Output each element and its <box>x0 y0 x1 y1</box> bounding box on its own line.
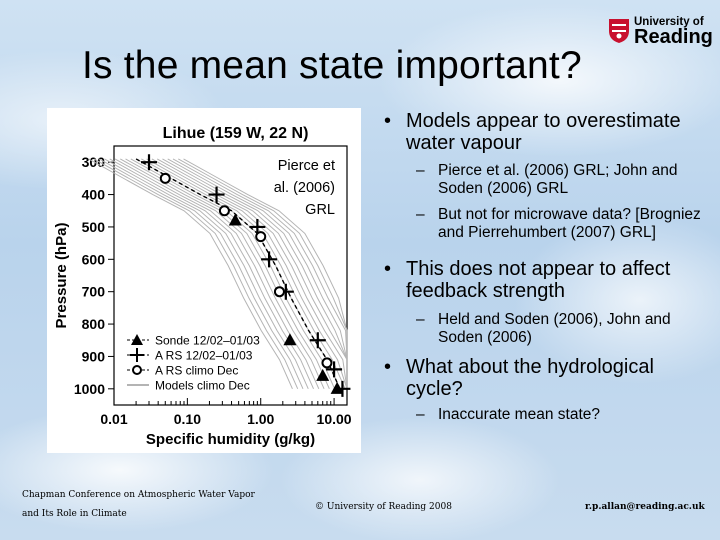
x-tick-label: 0.10 <box>174 411 201 427</box>
model-spread-line <box>167 158 348 389</box>
model-spread-line <box>162 158 348 389</box>
model-spread-line <box>88 158 293 390</box>
logo-line2: Reading <box>634 26 713 48</box>
x-tick-label: 1.00 <box>247 411 274 427</box>
ars-marker <box>141 154 158 171</box>
model-spread-line <box>98 158 304 390</box>
model-spread-line <box>172 158 348 389</box>
legend-marker <box>130 348 144 362</box>
bullet-text: Inaccurate mean state? <box>438 406 600 423</box>
model-spread-line <box>125 158 330 390</box>
ars-climo-marker <box>321 357 333 369</box>
bullet-dash-icon: – <box>416 311 425 328</box>
ars-climo-marker <box>273 286 285 298</box>
bullet-text: Pierce et al. (2006) GRL; John and Soden… <box>438 162 678 197</box>
ars-marker <box>309 332 326 349</box>
ars-marker <box>208 186 225 203</box>
ars-marker <box>326 361 343 378</box>
footer-conference-text: Chapman Conference on Atmospheric Water … <box>22 490 255 519</box>
legend-marker <box>132 365 142 375</box>
university-logo: University of Reading <box>608 16 713 48</box>
model-spread-line <box>114 158 320 390</box>
bullet-text: This does not appear to affect feedback … <box>406 258 671 302</box>
crest-icon <box>609 19 629 43</box>
bullet-dash-icon: – <box>416 406 425 423</box>
y-tick-label: 700 <box>82 284 106 300</box>
chart-annotation: Pierce et <box>278 158 335 174</box>
series-line <box>135 158 341 390</box>
y-axis-label: Pressure (hPa) <box>53 223 70 329</box>
y-tick-label: 800 <box>82 316 106 332</box>
legend-label: Sonde 12/02–01/03 <box>155 334 260 348</box>
sonde-marker <box>228 213 242 226</box>
bullet-panel: • Models appear to overestimate water vap… <box>372 108 712 423</box>
chart-annotation: al. (2006) <box>274 180 335 196</box>
humidity-profile-chart: Lihue (159 W, 22 N) Specific humidity (g/… <box>47 108 361 453</box>
bullet-text: Models appear to overestimate water vapo… <box>406 110 681 154</box>
legend-label: A RS 12/02–01/03 <box>155 349 253 363</box>
footer-conference: Chapman Conference on Atmospheric Water … <box>22 486 272 524</box>
model-spread-line <box>156 158 348 389</box>
slide-title: Is the mean state important? <box>82 44 582 87</box>
plot-frame <box>113 145 348 406</box>
bullet-text: But not for microwave data? [Brogniez an… <box>438 206 701 241</box>
model-spread-line <box>183 158 348 389</box>
y-tick-label: 300 <box>82 154 106 170</box>
chart-svg: Lihue (159 W, 22 N) Specific humidity (g/… <box>53 125 352 448</box>
bullet-dash-icon: – <box>416 162 425 179</box>
bullet-dot-icon: • <box>384 258 392 280</box>
y-tick-label: 400 <box>82 187 106 203</box>
y-tick-label: 1000 <box>74 381 105 397</box>
y-tick-label: 500 <box>82 219 106 235</box>
ars-climo-marker <box>255 231 267 243</box>
model-spread-line <box>93 158 299 390</box>
ars-marker <box>261 251 278 268</box>
ars-climo-marker <box>218 205 230 217</box>
bullet-text: Held and Soden (2006), John and Soden (2… <box>438 311 671 346</box>
sonde-marker <box>316 368 330 381</box>
logo-line1: University of <box>634 16 704 28</box>
legend-label: A RS climo Dec <box>155 364 238 378</box>
legend-label: Models climo Dec <box>155 379 250 393</box>
bullet-dot-icon: • <box>384 110 392 132</box>
bullet-dot-icon: • <box>384 356 392 378</box>
y-tick-label: 900 <box>82 348 106 364</box>
model-spread-line <box>120 158 325 390</box>
bullet-dash-icon: – <box>416 206 425 223</box>
model-spread-line <box>141 158 346 390</box>
chart-annotation: GRL <box>305 202 335 218</box>
ars-marker <box>334 380 351 397</box>
ars-marker <box>249 218 266 235</box>
x-axis-label: Specific humidity (g/kg) <box>146 431 315 448</box>
x-tick-label: 0.01 <box>100 411 127 427</box>
chart-title: Lihue (159 W, 22 N) <box>163 125 309 142</box>
x-tick-label: 10.00 <box>317 411 352 427</box>
model-spread-line <box>151 158 348 389</box>
ars-climo-marker <box>159 172 171 184</box>
sonde-marker <box>283 333 297 346</box>
footer-email: r.p.allan@reading.ac.uk <box>585 502 705 512</box>
legend-marker <box>131 334 143 345</box>
y-tick-label: 600 <box>82 251 106 267</box>
footer-copyright: © University of Reading 2008 <box>315 502 452 512</box>
model-spread-line <box>146 158 348 389</box>
model-spread-line <box>130 158 336 390</box>
bullet-text: What about the hydrological cycle? <box>406 356 654 400</box>
